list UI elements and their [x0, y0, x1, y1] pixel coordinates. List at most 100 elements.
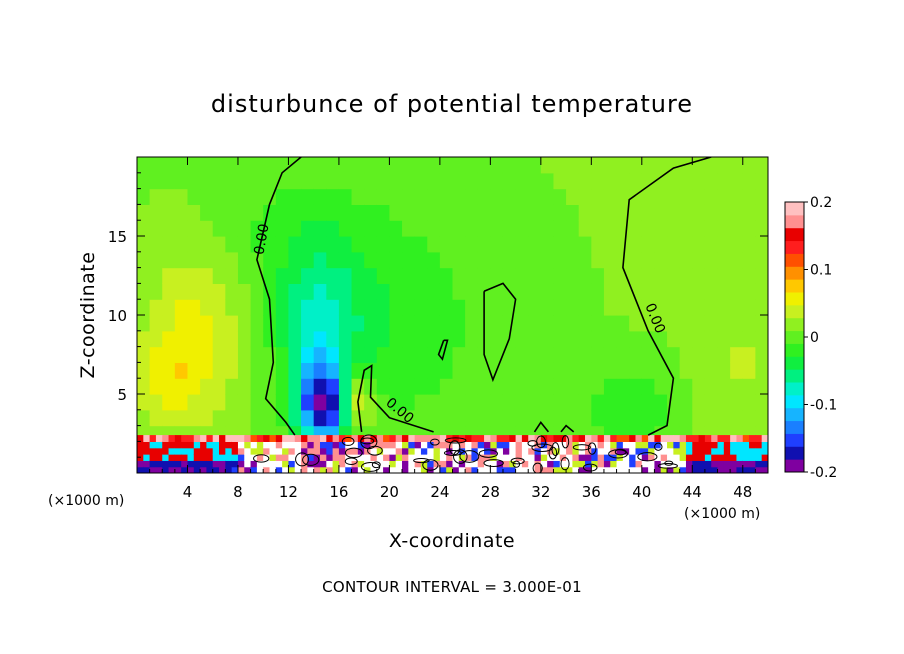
- surface-cell: [540, 454, 548, 461]
- contour-line: [560, 457, 570, 471]
- heatmap-cell: [326, 188, 340, 205]
- heatmap-cell: [540, 315, 555, 332]
- heatmap-cell: [629, 315, 643, 332]
- surface-cell: [515, 466, 523, 473]
- surface-cell: [200, 466, 208, 473]
- surface-cell: [723, 454, 731, 461]
- heatmap-cell: [717, 157, 731, 174]
- heatmap-cell: [149, 330, 163, 348]
- contour-line: [295, 452, 309, 467]
- heatmap-cell: [263, 157, 277, 174]
- surface-cell: [667, 447, 674, 455]
- heatmap-cell: [730, 346, 744, 363]
- heatmap-cell: [515, 220, 529, 237]
- surface-cell: [370, 454, 378, 461]
- surface-cell: [585, 466, 592, 473]
- surface-cell: [742, 466, 750, 473]
- heatmap-cell: [414, 172, 428, 190]
- surface-cell: [553, 441, 561, 449]
- surface-cell: [263, 447, 271, 455]
- heatmap-cell: [288, 409, 302, 427]
- heatmap-cell: [515, 409, 529, 427]
- heatmap-cell: [301, 299, 315, 316]
- heatmap-cell: [402, 315, 416, 332]
- heatmap-cell: [162, 283, 176, 300]
- plot-area: [137, 157, 768, 473]
- heatmap-cell: [427, 236, 441, 253]
- heatmap-cell: [730, 188, 744, 205]
- heatmap-cell: [275, 346, 290, 363]
- heatmap-cell: [301, 362, 315, 379]
- heatmap-cell: [528, 172, 542, 190]
- heatmap-cell: [288, 346, 302, 363]
- surface-cell: [477, 441, 485, 449]
- surface-cell: [603, 466, 611, 473]
- surface-cell: [319, 454, 327, 461]
- surface-cell: [648, 435, 656, 442]
- surface-cell: [698, 435, 706, 442]
- heatmap-cell: [137, 378, 151, 395]
- heatmap-cell: [212, 362, 226, 379]
- heatmap-cell: [704, 409, 719, 427]
- surface-cell: [521, 441, 529, 449]
- heatmap-cell: [200, 204, 214, 221]
- surface-cell: [301, 435, 308, 442]
- heatmap-cell: [679, 188, 693, 205]
- surface-cell: [502, 466, 510, 473]
- surface-cell: [471, 466, 479, 473]
- y-ticks: 5 10 15: [108, 172, 768, 458]
- heatmap-cell: [263, 409, 277, 427]
- heatmap-cell: [427, 330, 441, 348]
- heatmap-cell: [528, 330, 542, 348]
- heatmap-cell: [667, 251, 681, 269]
- heatmap-cell: [515, 378, 529, 395]
- heatmap-cell: [326, 378, 340, 395]
- heatmap-cell: [364, 409, 378, 427]
- surface-cell: [559, 454, 567, 461]
- heatmap-cell: [578, 409, 592, 427]
- heatmap-cell: [288, 188, 302, 205]
- heatmap-cell: [692, 362, 706, 379]
- surface-cell: [225, 435, 233, 442]
- heatmap-cell: [553, 236, 567, 253]
- surface-cell: [496, 435, 504, 442]
- heatmap-cell: [364, 299, 378, 316]
- surface-cell: [383, 460, 390, 468]
- heatmap-cell: [200, 267, 214, 284]
- heatmap-cell: [603, 283, 618, 300]
- heatmap-cell: [591, 409, 605, 427]
- surface-cell: [237, 466, 245, 473]
- heatmap-cell: [250, 157, 264, 174]
- surface-cell: [755, 435, 763, 442]
- heatmap-cell: [149, 172, 163, 190]
- heatmap-cell: [376, 188, 390, 205]
- heatmap-cell: [755, 204, 768, 221]
- surface-cell: [414, 460, 422, 468]
- surface-cell: [244, 460, 252, 468]
- heatmap-cell: [566, 283, 580, 300]
- heatmap-cell: [679, 157, 693, 174]
- heatmap-cell: [490, 157, 504, 174]
- surface-cell: [237, 441, 245, 449]
- heatmap-cell: [149, 409, 163, 427]
- heatmap-cell: [427, 378, 441, 395]
- surface-cell: [465, 441, 473, 449]
- surface-cell: [187, 454, 195, 461]
- heatmap-cell: [755, 409, 768, 427]
- heatmap-cell: [137, 236, 151, 253]
- heatmap-cell: [402, 330, 416, 348]
- colorbar-swatch: [785, 202, 804, 216]
- surface-cell: [402, 447, 409, 455]
- surface-cell: [250, 460, 258, 468]
- surface-cell: [263, 441, 271, 449]
- surface-cell: [723, 447, 731, 455]
- heatmap-cell: [465, 188, 479, 205]
- heatmap-cell: [364, 346, 378, 363]
- surface-cell: [433, 435, 441, 442]
- heatmap-cell: [376, 283, 390, 300]
- surface-cell: [200, 441, 208, 449]
- surface-cell: [408, 441, 416, 449]
- surface-cell: [357, 460, 365, 468]
- surface-cell: [294, 447, 302, 455]
- surface-cell: [509, 435, 517, 442]
